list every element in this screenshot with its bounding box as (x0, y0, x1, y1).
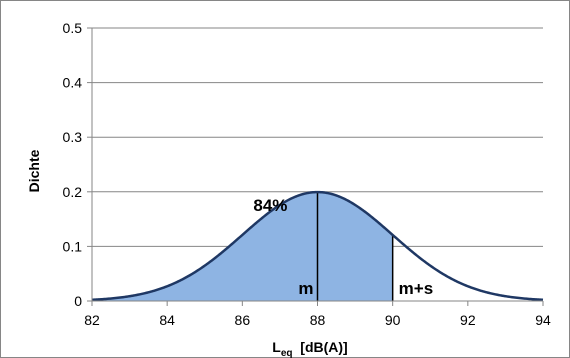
x-axis-title: Leq [dB(A)] (272, 339, 347, 358)
density-curve (91, 190, 544, 302)
marker-lines (316, 192, 394, 301)
x-tick-label-92: 92 (460, 312, 476, 328)
y-tick-label-0.1: 0.1 (63, 238, 83, 254)
y-tick-labels: 0 0.1 0.2 0.3 0.4 0.5 (63, 20, 92, 309)
y-tick-label-0.3: 0.3 (63, 129, 83, 145)
x-tick-labels: 82 84 86 88 90 92 94 (84, 301, 551, 328)
y-tick-label-0: 0 (74, 293, 82, 309)
annotations: 84% (253, 196, 287, 215)
x-tick-label-90: 90 (385, 312, 401, 328)
x-tick-label-86: 86 (235, 312, 251, 328)
annotation-percentage: 84% (253, 196, 287, 215)
y-tick-label-0.2: 0.2 (63, 184, 83, 200)
y-tick-label-0.4: 0.4 (63, 75, 83, 91)
x-axis-title-subscript: eq (281, 348, 293, 358)
x-tick-label-94: 94 (535, 312, 551, 328)
y-tick-label-0.5: 0.5 (63, 20, 83, 36)
x-axis-title-main: L (272, 339, 281, 355)
marker-label-m: m (298, 279, 313, 298)
x-tick-label-84: 84 (159, 312, 175, 328)
x-tick-label-82: 82 (84, 312, 100, 328)
marker-label-m-plus-s: m+s (399, 279, 434, 298)
x-axis-title-unit: [dB(A)] (293, 339, 348, 355)
x-tick-label-88: 88 (310, 312, 326, 328)
y-axis-title: Dichte (26, 149, 42, 192)
marker-labels: m m+s (298, 279, 433, 298)
